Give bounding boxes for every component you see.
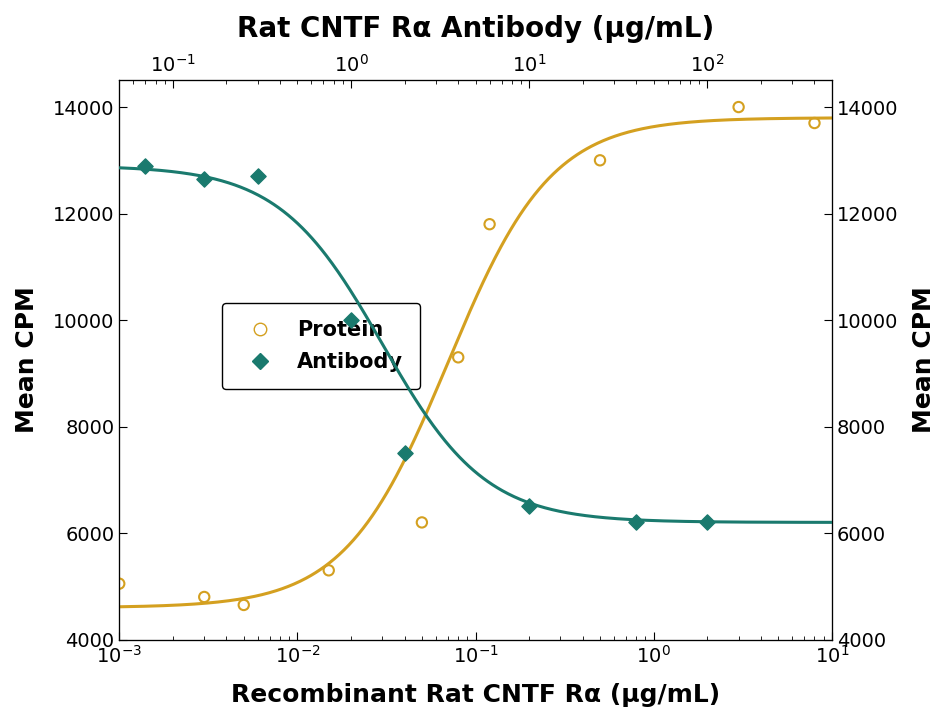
Point [415,517,430,529]
X-axis label: Rat CNTF Rα Antibody (μg/mL): Rat CNTF Rα Antibody (μg/mL) [237,15,714,43]
Point [397,448,412,459]
Point [321,565,337,576]
Point [236,599,251,611]
X-axis label: Recombinant Rat CNTF Rα (μg/mL): Recombinant Rat CNTF Rα (μg/mL) [231,683,720,707]
Point [250,170,265,182]
Point [482,219,497,230]
Point [111,578,126,589]
Point [700,517,715,529]
Y-axis label: Mean CPM: Mean CPM [15,287,39,433]
Legend: Protein, Antibody: Protein, Antibody [223,303,420,389]
Point [138,160,153,171]
Point [731,101,747,113]
Point [521,500,536,512]
Point [343,314,359,326]
Point [806,117,822,129]
Y-axis label: Mean CPM: Mean CPM [912,287,936,433]
Point [629,517,644,529]
Point [197,591,212,603]
Point [451,352,466,363]
Point [197,173,212,185]
Point [592,155,608,166]
